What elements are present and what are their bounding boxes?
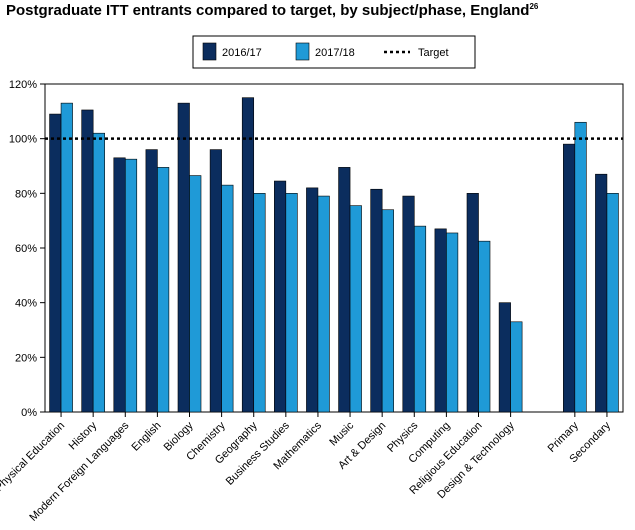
bar-2017-18	[189, 175, 202, 413]
chart-title: Postgraduate ITT entrants compared to ta…	[6, 2, 539, 19]
bars	[49, 97, 619, 413]
bar-2017-18	[92, 132, 105, 413]
bar-2017-18	[606, 193, 619, 413]
x-category-label: Physical Education	[0, 420, 67, 494]
bar-2016-17	[306, 187, 319, 413]
legend: 2016/17 2017/18 Target	[192, 35, 476, 69]
bar-2016-17	[466, 193, 479, 413]
bar-2017-18	[349, 205, 362, 413]
x-category-label: Music	[327, 419, 356, 448]
bar-2016-17	[402, 195, 415, 413]
bar-2017-18	[317, 195, 330, 413]
y-tick-label: 40%	[15, 298, 37, 310]
bar-2016-17	[370, 188, 383, 413]
y-tick-label: 120%	[9, 79, 37, 91]
bar-2016-17	[177, 102, 190, 413]
bar-2017-18	[221, 184, 234, 413]
legend-swatch-2017-18	[295, 42, 310, 61]
bar-2016-17	[241, 97, 255, 413]
y-tick-label: 20%	[15, 352, 37, 364]
bar-2016-17	[49, 113, 62, 413]
x-category-label: English	[130, 420, 164, 454]
bar-2016-17	[145, 149, 158, 413]
bar-2016-17	[498, 302, 511, 413]
bar-2017-18	[446, 232, 459, 413]
bar-2016-17	[338, 167, 351, 413]
bar-2016-17	[434, 228, 447, 413]
y-tick-label: 0%	[21, 407, 37, 419]
bar-2016-17	[274, 180, 287, 413]
bar-2016-17	[81, 109, 94, 413]
bar-2017-18	[510, 321, 523, 413]
title-footnote: 26	[529, 2, 539, 11]
bar-2016-17	[595, 173, 608, 413]
y-tick-label: 80%	[15, 188, 37, 200]
y-tick-label: 60%	[15, 243, 37, 255]
y-tick-label: 100%	[9, 134, 37, 146]
bar-2016-17	[113, 157, 126, 413]
bar-2017-18	[60, 102, 73, 413]
bar-2016-17	[563, 143, 576, 413]
bar-2016-17	[209, 149, 222, 413]
bar-2017-18	[253, 193, 266, 413]
legend-swatch-2016-17	[202, 42, 217, 61]
bar-2017-18	[574, 121, 587, 413]
legend-box	[192, 35, 476, 69]
bar-2017-18	[285, 193, 298, 413]
bar-2017-18	[124, 158, 138, 413]
legend-label-2016-17: 2016/17	[222, 47, 262, 59]
bar-2017-18	[413, 225, 427, 413]
bar-2017-18	[381, 209, 394, 413]
legend-label-target: Target	[418, 47, 449, 59]
bar-2017-18	[478, 240, 491, 413]
y-axis: 0% 20% 40% 60% 80% 100% 120%	[9, 79, 624, 419]
legend-label-2017-18: 2017/18	[315, 47, 355, 59]
bar-2017-18	[157, 167, 170, 413]
